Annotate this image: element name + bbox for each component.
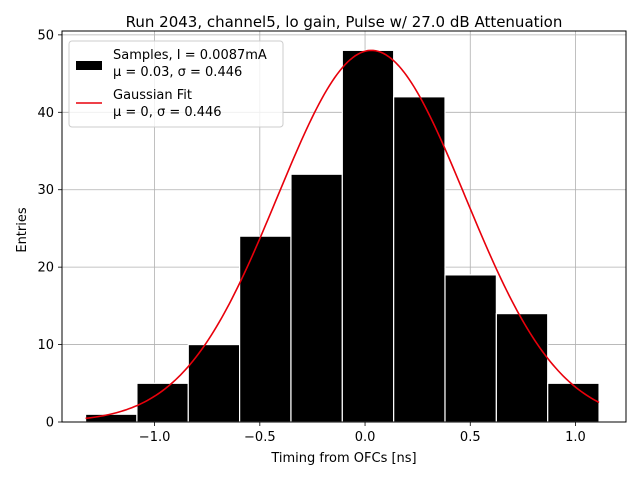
ticks-layer: −1.0 −0.5 0.0 0.5 1.0 0 10 20 30 40 50 [37,28,585,445]
y-axis-label: Entries [15,207,30,253]
x-tick-label-4: 1.0 [565,430,586,445]
histogram-bar [444,274,497,423]
x-tick-label-2: 0.0 [355,430,376,445]
y-tick-label-3: 30 [37,183,54,198]
x-tick-label-0: −1.0 [139,430,171,445]
y-tick-label-4: 40 [37,106,54,121]
bars-layer [84,49,600,423]
plot-frame [61,30,627,423]
x-tick-label-1: −0.5 [244,430,276,445]
legend-label-samples-stats: μ = 0.03, σ = 0.446 [113,65,242,80]
x-tick-label-3: 0.5 [460,430,481,445]
histogram-bar [341,49,395,423]
histogram-bar [239,235,292,423]
y-tick-label-0: 0 [46,416,54,431]
y-tick-label-5: 50 [37,28,54,43]
histogram-bar [393,96,446,423]
histogram-bar [187,343,241,423]
histogram-bar [495,313,549,423]
legend-box [68,40,284,128]
histogram-bar [547,382,600,423]
legend: Samples, I = 0.0087mA μ = 0.03, σ = 0.44… [68,40,284,128]
legend-label-samples: Samples, I = 0.0087mA [113,48,267,63]
legend-swatch-samples [76,61,102,70]
legend-label-fit-stats: μ = 0, σ = 0.446 [113,105,222,120]
histogram-bar [290,173,343,423]
legend-label-fit: Gaussian Fit [113,88,192,103]
gaussian-fit-line [85,49,600,420]
y-tick-label-2: 20 [37,261,54,276]
x-axis-label: Timing from OFCs [ns] [270,451,416,466]
curve-layer [85,49,600,420]
y-tick-label-1: 10 [37,338,54,353]
chart-title: Run 2043, channel5, lo gain, Pulse w/ 27… [126,13,563,31]
